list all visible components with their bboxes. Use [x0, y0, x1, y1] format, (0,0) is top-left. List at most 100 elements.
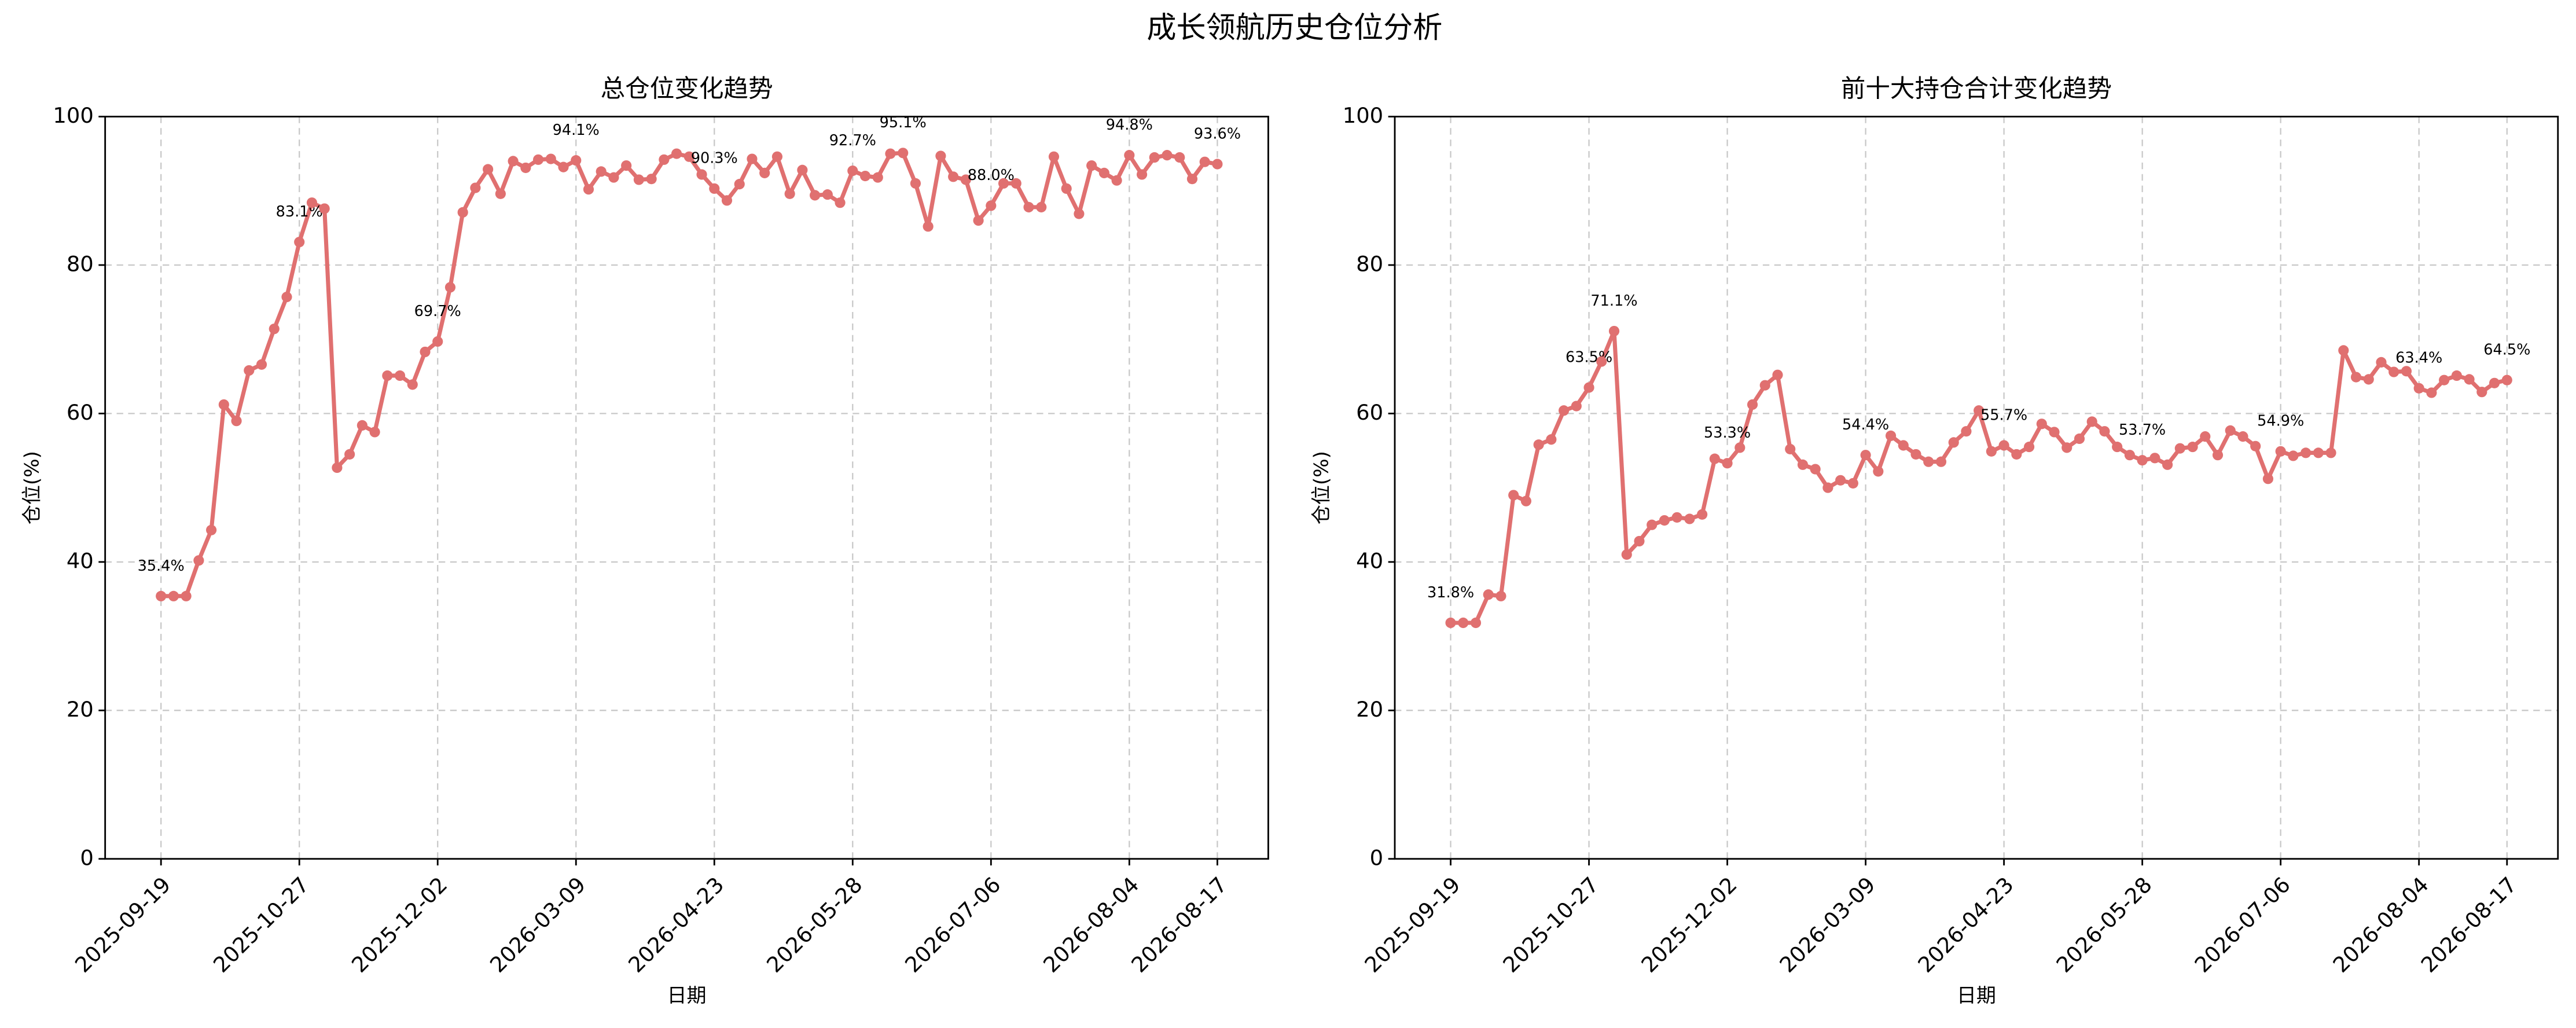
data-point	[935, 150, 946, 161]
data-point	[810, 190, 821, 201]
data-point	[2225, 425, 2236, 436]
data-point	[1885, 430, 1897, 441]
x-tick-label: 2026-05-28	[762, 872, 867, 978]
data-point	[709, 183, 720, 194]
data-point	[281, 291, 292, 303]
data-point	[1495, 590, 1506, 601]
data-point	[432, 336, 443, 347]
data-point	[532, 154, 544, 165]
data-point	[294, 237, 305, 248]
data-point	[847, 165, 858, 177]
data-point	[2099, 426, 2110, 437]
y-tick-label: 60	[67, 400, 94, 425]
data-point	[2137, 455, 2148, 466]
data-point	[1508, 490, 1519, 501]
data-point	[1847, 478, 1858, 489]
data-point	[671, 148, 682, 159]
data-point	[1149, 152, 1160, 163]
data-label: 64.5%	[2483, 342, 2530, 359]
data-point	[2212, 450, 2224, 461]
data-point	[407, 379, 418, 390]
y-tick-label: 100	[53, 103, 93, 128]
x-tick-label: 2025-12-02	[347, 872, 452, 978]
data-point	[1608, 325, 1620, 337]
data-point	[1136, 169, 1148, 180]
data-point	[923, 221, 934, 232]
data-point	[1061, 183, 1072, 194]
data-point	[1935, 456, 1947, 467]
data-point	[1470, 617, 1482, 629]
data-label: 95.1%	[880, 114, 927, 131]
data-point	[218, 399, 229, 410]
data-point	[1722, 458, 1733, 469]
data-point	[1986, 446, 1997, 457]
data-point	[885, 148, 896, 159]
data-point	[608, 172, 619, 183]
x-tick-label: 2026-04-23	[623, 872, 729, 978]
data-label: 54.4%	[1842, 416, 1889, 434]
data-point	[784, 188, 795, 199]
data-point	[2275, 446, 2286, 457]
data-point	[206, 524, 217, 535]
y-tick-label: 20	[67, 697, 94, 722]
data-point	[571, 155, 582, 166]
data-point	[2061, 442, 2072, 453]
data-point	[2376, 357, 2387, 368]
data-point	[1533, 439, 1544, 450]
data-point	[2250, 440, 2261, 451]
data-point	[633, 174, 644, 185]
data-point	[1684, 513, 1695, 524]
data-point	[1458, 617, 1469, 629]
data-label: 63.4%	[2395, 350, 2442, 367]
data-point	[1174, 152, 1185, 163]
data-point	[2049, 427, 2060, 438]
data-point	[872, 172, 883, 183]
plot-frame	[1394, 116, 2559, 860]
data-point	[1961, 426, 1972, 437]
data-label: 55.7%	[1980, 406, 2027, 424]
data-label: 35.4%	[138, 557, 185, 575]
data-point	[1647, 519, 1658, 530]
data-label: 93.6%	[1194, 125, 1241, 142]
data-point	[470, 182, 481, 193]
data-point	[1074, 208, 1085, 219]
data-point	[948, 171, 959, 182]
y-tick-label: 40	[67, 548, 94, 573]
data-point	[2036, 418, 2047, 429]
data-point	[1186, 174, 1198, 185]
data-point	[269, 324, 280, 335]
data-point	[545, 153, 556, 164]
data-point	[2074, 433, 2085, 445]
data-label: 54.9%	[2257, 413, 2304, 430]
data-point	[2338, 345, 2349, 356]
x-tick-label: 2026-03-09	[1775, 872, 1880, 978]
data-point	[2262, 473, 2274, 484]
y-tick-label: 0	[80, 845, 93, 870]
data-point	[1873, 466, 1884, 477]
data-point	[2174, 443, 2185, 454]
data-point	[910, 178, 921, 189]
data-point	[1098, 167, 1109, 178]
data-point	[1520, 495, 1531, 506]
figure-title: 成长领航历史仓位分析	[1146, 11, 1442, 45]
data-point	[734, 179, 745, 190]
data-point	[483, 164, 494, 175]
x-tick-label: 2026-07-06	[2190, 872, 2295, 978]
data-point	[1559, 405, 1570, 416]
data-point	[168, 590, 179, 601]
data-point	[1671, 512, 1682, 523]
data-point	[1199, 156, 1210, 167]
data-label: 71.1%	[1590, 292, 1637, 310]
data-point	[2350, 372, 2362, 383]
data-point	[1036, 201, 1047, 212]
data-point	[986, 200, 997, 211]
data-point	[998, 178, 1009, 189]
data-point	[2413, 383, 2424, 394]
data-point	[696, 169, 707, 180]
data-point	[332, 462, 343, 473]
data-point	[357, 420, 368, 431]
data-point	[1697, 509, 1708, 520]
data-point	[2426, 387, 2437, 398]
y-tick-label: 80	[1356, 251, 1383, 276]
